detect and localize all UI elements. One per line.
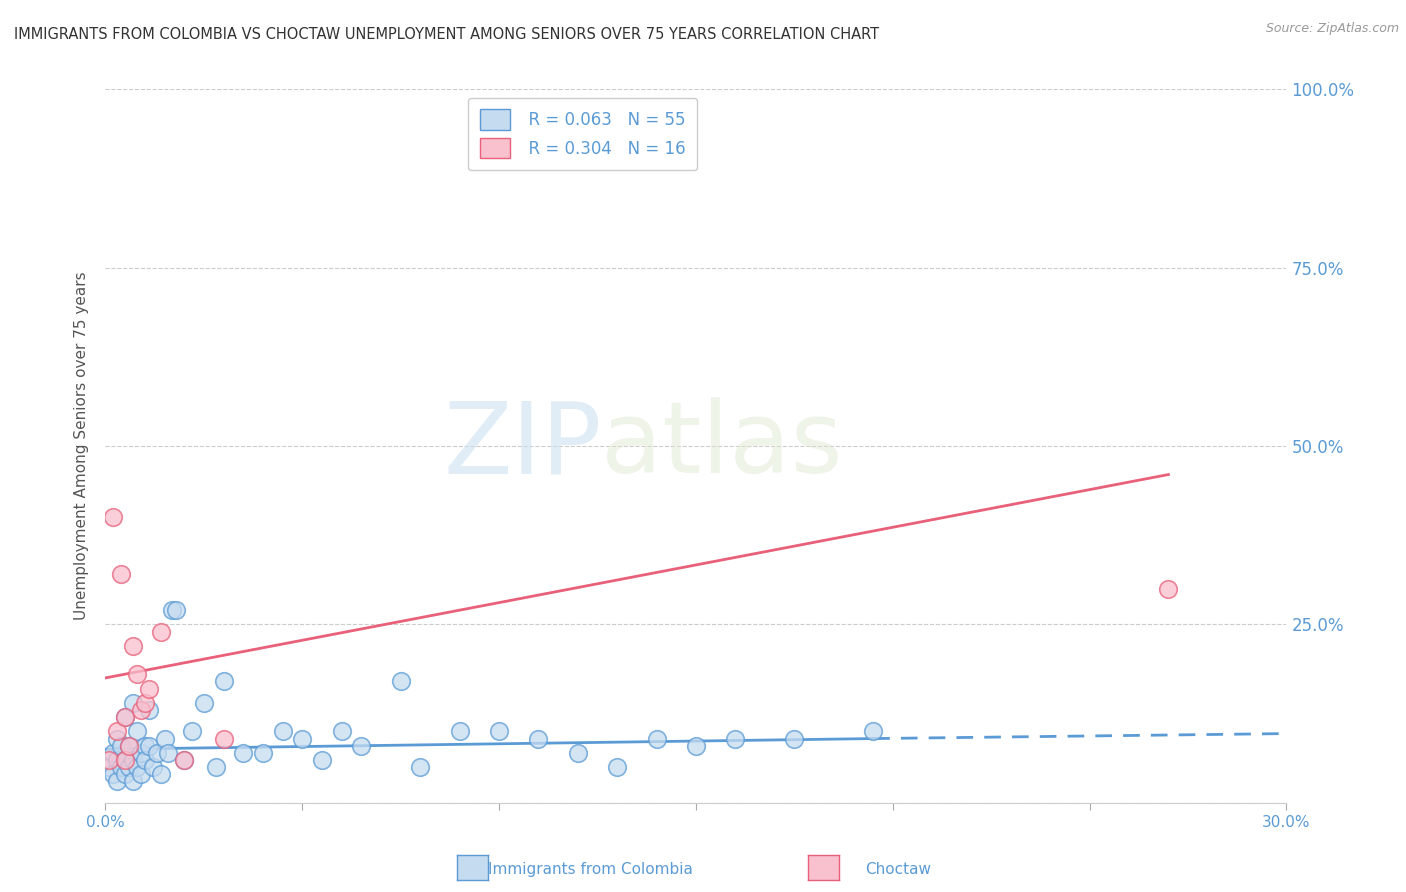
- Point: [153, 731, 176, 746]
- Point: [114, 753, 136, 767]
- Point: [122, 753, 145, 767]
- Point: [138, 681, 160, 696]
- Point: [118, 739, 141, 753]
- Point: [724, 731, 747, 746]
- Point: [114, 710, 136, 724]
- Point: [103, 510, 125, 524]
- Point: [1157, 582, 1180, 596]
- Point: [105, 724, 128, 739]
- Point: [122, 696, 145, 710]
- Point: [145, 746, 167, 760]
- Point: [606, 760, 628, 774]
- Point: [291, 731, 314, 746]
- Text: ZIP: ZIP: [443, 398, 602, 494]
- Point: [114, 753, 136, 767]
- Y-axis label: Unemployment Among Seniors over 75 years: Unemployment Among Seniors over 75 years: [75, 272, 90, 620]
- Point: [149, 767, 172, 781]
- Point: [134, 739, 156, 753]
- Point: [193, 696, 215, 710]
- Point: [389, 674, 412, 689]
- Point: [685, 739, 707, 753]
- Point: [110, 760, 132, 774]
- Point: [212, 674, 235, 689]
- Text: IMMIGRANTS FROM COLOMBIA VS CHOCTAW UNEMPLOYMENT AMONG SENIORS OVER 75 YEARS COR: IMMIGRANTS FROM COLOMBIA VS CHOCTAW UNEM…: [14, 27, 879, 42]
- Point: [122, 639, 145, 653]
- Point: [149, 624, 172, 639]
- Legend:   R = 0.063   N = 55,   R = 0.304   N = 16: R = 0.063 N = 55, R = 0.304 N = 16: [468, 97, 697, 169]
- Point: [862, 724, 884, 739]
- Point: [98, 760, 121, 774]
- Point: [567, 746, 589, 760]
- Point: [138, 703, 160, 717]
- Point: [409, 760, 432, 774]
- Text: Choctaw: Choctaw: [865, 863, 931, 877]
- Point: [173, 753, 195, 767]
- Text: Immigrants from Colombia: Immigrants from Colombia: [488, 863, 693, 877]
- Point: [103, 767, 125, 781]
- Point: [114, 767, 136, 781]
- Text: atlas: atlas: [602, 398, 844, 494]
- Point: [118, 739, 141, 753]
- Point: [527, 731, 550, 746]
- Point: [165, 603, 187, 617]
- Point: [252, 746, 274, 760]
- Point: [125, 667, 148, 681]
- Point: [114, 710, 136, 724]
- Point: [98, 753, 121, 767]
- Text: Source: ZipAtlas.com: Source: ZipAtlas.com: [1265, 22, 1399, 36]
- Point: [232, 746, 254, 760]
- Point: [181, 724, 204, 739]
- Point: [157, 746, 180, 760]
- Point: [645, 731, 668, 746]
- Point: [134, 696, 156, 710]
- Point: [449, 724, 471, 739]
- Point: [212, 731, 235, 746]
- Point: [105, 731, 128, 746]
- Point: [311, 753, 333, 767]
- Point: [118, 760, 141, 774]
- Point: [122, 774, 145, 789]
- Point: [125, 724, 148, 739]
- Point: [110, 739, 132, 753]
- Point: [125, 760, 148, 774]
- Point: [105, 774, 128, 789]
- Point: [129, 746, 152, 760]
- Point: [142, 760, 165, 774]
- Point: [129, 767, 152, 781]
- Point: [330, 724, 353, 739]
- Point: [129, 703, 152, 717]
- Point: [350, 739, 373, 753]
- Point: [488, 724, 510, 739]
- Point: [173, 753, 195, 767]
- Point: [103, 746, 125, 760]
- Point: [162, 603, 184, 617]
- Point: [271, 724, 294, 739]
- Point: [110, 567, 132, 582]
- Point: [783, 731, 806, 746]
- Point: [134, 753, 156, 767]
- Point: [204, 760, 226, 774]
- Point: [105, 753, 128, 767]
- Point: [138, 739, 160, 753]
